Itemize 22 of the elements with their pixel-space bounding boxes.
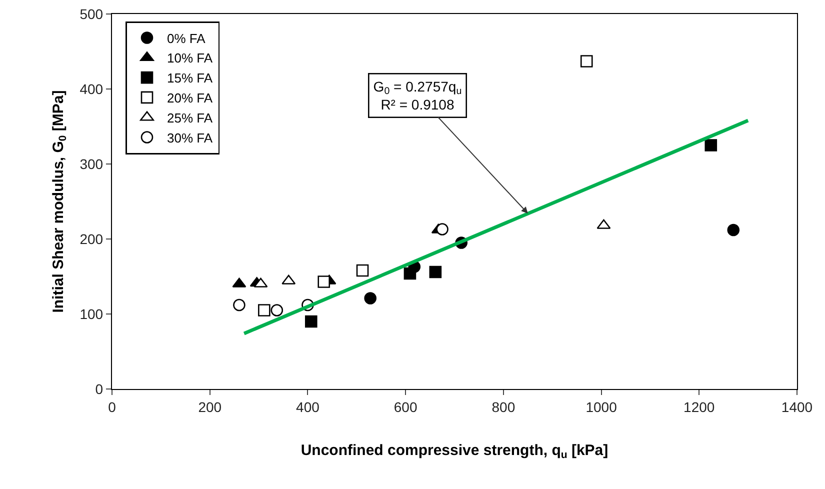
x-axis-title: Unconfined compressive strength, q$_{u}$ [kPa] xyxy=(300,442,608,462)
y-tick-label: 300 xyxy=(80,156,104,172)
x-tick-label: 400 xyxy=(296,398,320,415)
legend-label: 0% FA xyxy=(167,30,206,46)
legend-label: 25% FA xyxy=(167,110,213,126)
x-tick-label: 800 xyxy=(492,398,516,415)
x-tick-label: 0 xyxy=(108,398,116,415)
x-tick-label: 1000 xyxy=(586,398,618,415)
y-tick-label: 500 xyxy=(80,6,104,22)
annotation: G$_{0}$ = 0.2757q$_{u}$ R² = 0.9108 xyxy=(373,78,462,112)
y-tick-label: 400 xyxy=(80,80,104,97)
x-tick-label: 1400 xyxy=(781,398,813,415)
legend-label: 20% FA xyxy=(167,90,213,106)
y-tick-label: 200 xyxy=(80,230,104,247)
y-tick-label: 0 xyxy=(95,380,104,397)
y-tick-label: 100 xyxy=(80,306,104,322)
x-tick-label: 200 xyxy=(198,398,222,415)
legend-label: 10% FA xyxy=(167,50,213,66)
x-tick-label: 1200 xyxy=(684,398,715,415)
legend-label: 30% FA xyxy=(167,130,213,146)
x-tick-label: 600 xyxy=(394,398,418,415)
legend-label: 15% FA xyxy=(167,70,213,86)
